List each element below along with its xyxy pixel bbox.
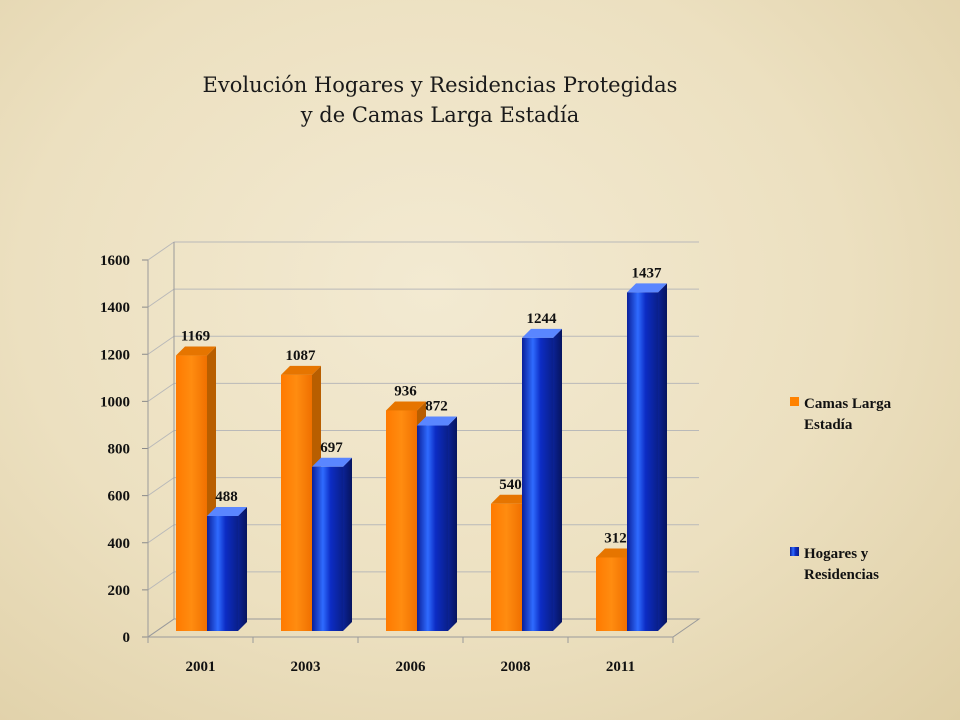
y-tick-label: 800 xyxy=(108,442,131,458)
bar-front xyxy=(417,425,448,631)
axes: 0 200 400 600 800 1000 1200 1400 1600 2001 2003 200… xyxy=(100,242,701,675)
bar-top xyxy=(417,416,457,426)
legend: Camas Larga Estadía Hogares y Residencias xyxy=(790,396,892,583)
y-tick-label: 1200 xyxy=(100,347,130,363)
legend-label: Hogares y xyxy=(804,546,869,562)
legend-label: Estadía xyxy=(804,417,853,433)
gridline-diag xyxy=(147,288,175,308)
x-tick-label: 2008 xyxy=(501,659,531,675)
x-tick-label: 2001 xyxy=(186,659,216,675)
data-label: 1169 xyxy=(181,329,210,345)
chart-title: Evolución Hogares y Residencias Protegid… xyxy=(0,70,880,130)
data-label: 1087 xyxy=(286,348,317,364)
bar-top xyxy=(207,507,247,517)
bar-side xyxy=(448,416,457,631)
bar-front xyxy=(522,337,553,631)
legend-swatch-hogares xyxy=(790,547,799,556)
bar-top xyxy=(386,401,426,411)
y-tick-label: 400 xyxy=(108,536,131,552)
y-tick-label: 1600 xyxy=(100,253,130,269)
data-label: 1437 xyxy=(632,265,663,281)
bar-hogares xyxy=(207,507,247,631)
y-tick-label: 1400 xyxy=(100,300,130,316)
x-tick-label: 2006 xyxy=(396,659,427,675)
data-label: 872 xyxy=(425,399,448,415)
gridline-diag xyxy=(147,430,175,449)
bar-top xyxy=(522,328,562,338)
data-label: 540 xyxy=(499,477,522,493)
y-tick-label: 0 xyxy=(123,630,131,646)
bar-top xyxy=(627,283,667,293)
chart-title-line-1: Evolución Hogares y Residencias Protegid… xyxy=(202,73,678,97)
y-tick-label: 600 xyxy=(108,489,131,505)
data-label: 697 xyxy=(320,440,343,456)
bar-front xyxy=(312,466,343,631)
bar-side xyxy=(553,328,562,631)
bar-side xyxy=(658,283,667,631)
legend-swatch-camas xyxy=(790,397,799,406)
bar-front xyxy=(207,516,238,631)
chart-title-line-2: y de Camas Larga Estadía xyxy=(300,103,580,127)
gridline-diag xyxy=(147,335,175,355)
y-tick-label: 1000 xyxy=(100,394,130,410)
bar-front xyxy=(386,410,417,631)
gridline-diag xyxy=(147,524,175,544)
gridline-diag xyxy=(147,382,175,402)
bar-top xyxy=(596,548,636,558)
bar-top xyxy=(176,346,216,356)
bar-hogares xyxy=(417,416,457,631)
bar-front xyxy=(627,292,658,631)
bars xyxy=(176,283,667,631)
bar-front xyxy=(491,503,522,631)
x-tick-label: 2003 xyxy=(291,659,321,675)
gridline-diag xyxy=(147,241,175,261)
bar-front xyxy=(176,355,207,631)
data-label: 936 xyxy=(394,383,417,399)
bar-front xyxy=(281,374,312,631)
bar-side xyxy=(343,457,352,631)
legend-label: Residencias xyxy=(804,567,879,583)
bar-side xyxy=(238,507,247,631)
bar-hogares xyxy=(627,283,667,631)
bar-top xyxy=(281,365,321,375)
bar-hogares xyxy=(312,457,352,631)
bar-hogares xyxy=(522,328,562,631)
floor xyxy=(146,618,701,638)
data-label: 312 xyxy=(604,530,627,546)
bar-top xyxy=(491,494,531,504)
gridline-diag xyxy=(147,571,175,591)
labels: 1169 488 1087 697 936 872 540 1244 312 1437 xyxy=(181,265,662,546)
y-tick-label: 200 xyxy=(108,583,131,599)
data-label: 488 xyxy=(215,489,238,505)
x-tick-label: 2011 xyxy=(606,659,635,675)
bar-front xyxy=(596,557,627,631)
legend-label: Camas Larga xyxy=(804,396,892,412)
data-label: 1244 xyxy=(527,311,558,327)
bar-top xyxy=(312,457,352,467)
gridline-diag xyxy=(147,477,175,497)
